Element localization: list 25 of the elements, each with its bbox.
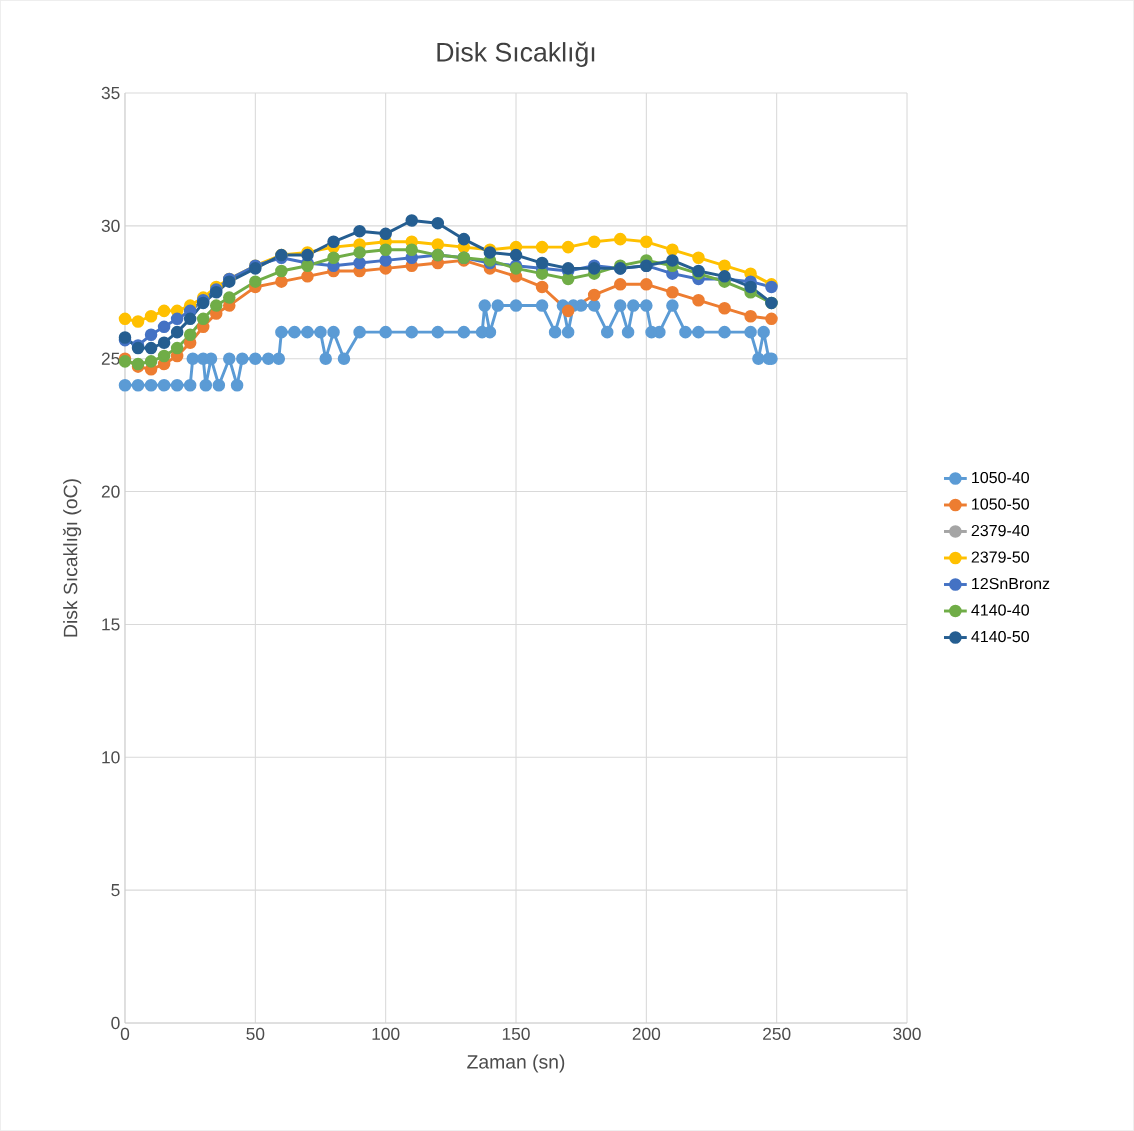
legend-label: 4140-40	[971, 604, 1029, 616]
x-axis-title: Zaman (sn)	[467, 1054, 565, 1073]
legend-label: 1050-40	[972, 471, 1029, 484]
y-tick-label: 0	[111, 1016, 120, 1030]
legend-label: 2379-40	[971, 524, 1029, 537]
chart-title: Disk Sıcaklığı	[437, 41, 595, 67]
x-tick-label: 50	[246, 1027, 265, 1040]
legend-label: 1050-50	[972, 498, 1029, 510]
y-tick-label: 15	[102, 618, 120, 631]
x-tick-label: 100	[372, 1027, 400, 1040]
x-tick-label: 0	[120, 1027, 130, 1040]
legend-label: 2379-50	[971, 551, 1029, 563]
y-tick-label: 30	[101, 219, 120, 232]
y-tick-label: 10	[102, 751, 120, 764]
y-tick-label: 5	[111, 884, 120, 897]
y-tick-label: 35	[101, 86, 120, 100]
y-tick-label: 25	[101, 352, 120, 365]
legend-label: 4140-50	[971, 630, 1029, 643]
x-tick-label: 250	[763, 1027, 791, 1040]
x-tick-label: 300	[893, 1027, 921, 1040]
x-tick-label: 150	[502, 1027, 530, 1040]
y-tick-label: 20	[101, 485, 120, 498]
y-axis-title: Disk Sıcaklığı (oC)	[62, 479, 82, 637]
legend-label: 12SnBronz	[972, 577, 1050, 590]
x-tick-label: 200	[632, 1027, 661, 1040]
